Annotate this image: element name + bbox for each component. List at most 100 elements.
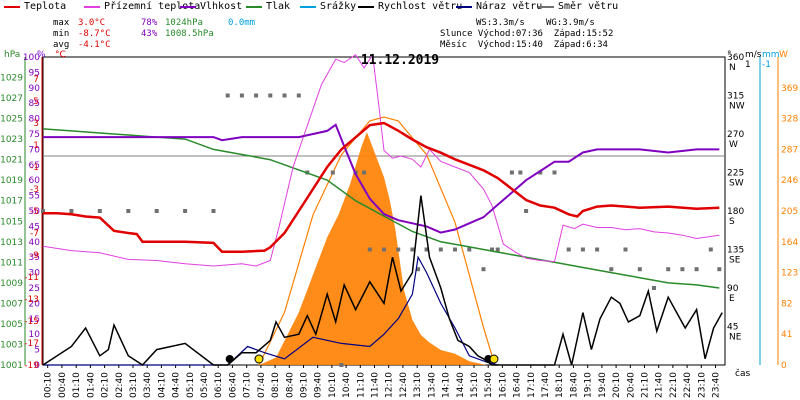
x-tick-label-1840: 18:40 xyxy=(569,372,579,398)
x-tick-label-1710: 17:10 xyxy=(527,372,537,398)
x-tick-label-1340: 13:40 xyxy=(427,372,437,398)
x-tick-label-0410: 04:10 xyxy=(157,372,167,398)
tick-temperature--17: -17 xyxy=(24,339,39,349)
tick-wind-1: 1 xyxy=(745,60,751,70)
tick-direction-name-225: SW xyxy=(729,179,744,189)
wind-direction-point xyxy=(339,363,344,367)
tick-pressure-1019: 1019 xyxy=(0,176,23,186)
wind-speed-line xyxy=(42,195,723,366)
x-tick-label-1240: 12:40 xyxy=(399,372,409,398)
x-tick-label-2240: 22:40 xyxy=(683,372,693,398)
x-tick-label-0440: 04:40 xyxy=(172,372,182,398)
tick-solar-246: 246 xyxy=(781,176,798,186)
x-tick-label-1740: 17:40 xyxy=(541,372,551,398)
tick-humidity-90: 90 xyxy=(29,84,41,94)
wind-direction-point xyxy=(495,247,500,252)
x-tick-label-1610: 16:10 xyxy=(498,372,508,398)
tick-solar-0: 0 xyxy=(781,361,787,371)
wind-direction-point xyxy=(410,247,415,252)
stat-max-temp: 3.0°C xyxy=(78,18,106,28)
wind-direction-point xyxy=(424,247,429,252)
tick-pressure-1013: 1013 xyxy=(0,238,23,248)
tick-temperature--3: -3 xyxy=(30,185,39,195)
wind-direction-point xyxy=(467,247,472,252)
wind-direction-point xyxy=(708,247,713,252)
stat-avg-temp: -4.1°C xyxy=(78,40,111,50)
legend-item-ground-temperature[interactable]: Přízemní teplota xyxy=(84,1,200,12)
wind-direction-point xyxy=(330,170,335,175)
legend-swatch-rain xyxy=(300,5,316,8)
tick-pressure-1025: 1025 xyxy=(0,115,23,125)
stat-avg-label: avg xyxy=(53,40,70,50)
axis-unit-ms: m/s xyxy=(745,50,762,60)
x-tick-label-0940: 09:40 xyxy=(314,372,324,398)
wind-direction-point xyxy=(666,267,671,272)
x-tick-label-2310: 23:10 xyxy=(697,372,707,398)
tick-solar-123: 123 xyxy=(781,269,798,279)
stat-max-humidity: 78% xyxy=(141,18,158,28)
tick-temperature--7: -7 xyxy=(30,229,39,239)
x-tick-label-2210: 22:10 xyxy=(669,372,679,398)
wind-direction-point xyxy=(225,93,230,98)
wind-direction-point xyxy=(637,267,642,272)
legend-item-wind-direction[interactable]: Směr větru xyxy=(538,1,618,12)
wind-direction-point xyxy=(580,247,585,252)
wind-direction-point xyxy=(524,209,529,213)
tick-humidity-5: 5 xyxy=(34,346,40,356)
legend-item-pressure[interactable]: Tlak xyxy=(246,1,290,12)
ground-temperature-line xyxy=(42,53,720,267)
tick-direction-90: 90 xyxy=(727,284,739,294)
stat-min-label: min xyxy=(53,29,70,39)
wind-direction-point xyxy=(566,247,571,252)
tick-humidity-10: 10 xyxy=(29,330,41,340)
x-tick-label-0640: 06:40 xyxy=(228,372,238,398)
stat-min-pressure: 1008.5hPa xyxy=(165,29,214,39)
axis-unit-mm: mm xyxy=(762,50,780,60)
tick-humidity-80: 80 xyxy=(29,115,41,125)
chart-title: 11.12.2019 xyxy=(361,53,439,68)
wind-direction-point xyxy=(362,170,367,175)
axis-unit-hpa: hPa xyxy=(4,50,20,60)
tick-direction-180: 180 xyxy=(727,207,744,217)
legend-label-pressure: Tlak xyxy=(266,1,291,12)
tick-pressure-1011: 1011 xyxy=(0,258,23,268)
wind-direction-point xyxy=(680,267,685,272)
tick-pressure-1009: 1009 xyxy=(0,279,23,289)
legend-label-wind-gust: Náraz větru xyxy=(476,1,543,12)
tick-solar-205: 205 xyxy=(781,207,798,217)
tick-temperature-5: 5 xyxy=(33,97,39,107)
tick-pressure-1021: 1021 xyxy=(0,156,23,166)
wind-direction-point xyxy=(41,209,45,213)
x-tick-label-1210: 12:10 xyxy=(385,372,395,398)
tick-temperature-3: 3 xyxy=(33,119,39,129)
tick-solar-369: 369 xyxy=(781,84,798,94)
x-tick-label-0210: 02:10 xyxy=(101,372,111,398)
legend-item-wind-speed[interactable]: Rychlost větru xyxy=(358,1,462,12)
stat-wind-gust: WG:3.9m/s xyxy=(546,18,595,28)
tick-temperature--9: -9 xyxy=(30,251,39,261)
tick-pressure-1007: 1007 xyxy=(0,299,23,309)
sunrise-marker xyxy=(254,354,264,364)
wind-direction-point xyxy=(296,93,301,98)
stat-sun: Slunce Východ:07:36 Západ:15:52 xyxy=(440,29,614,39)
moonset-marker xyxy=(225,355,234,363)
wind-direction-point xyxy=(490,247,494,252)
wind-direction-point xyxy=(396,247,401,252)
x-tick-label-1440: 14:40 xyxy=(456,372,466,398)
wind-direction-point xyxy=(538,170,543,175)
legend-item-humidity[interactable]: Vlhkost xyxy=(180,1,242,12)
legend-item-rain[interactable]: Srážky xyxy=(300,1,356,12)
tick-temperature-7: 7 xyxy=(33,75,39,85)
legend-item-wind-gust[interactable]: Náraz větru xyxy=(456,1,542,12)
legend-item-temperature[interactable]: Teplota xyxy=(4,1,66,12)
tick-humidity-50: 50 xyxy=(29,207,41,217)
legend-swatch-temperature xyxy=(4,5,20,8)
x-tick-label-2340: 23:40 xyxy=(712,372,722,398)
wind-direction-point xyxy=(717,267,722,272)
tick-temperature-1: 1 xyxy=(33,141,39,151)
tick-humidity-95: 95 xyxy=(29,68,40,78)
x-tick-label-1040: 10:40 xyxy=(342,372,352,398)
wind-direction-point xyxy=(453,247,457,252)
x-tick-label-1510: 15:10 xyxy=(470,372,480,398)
